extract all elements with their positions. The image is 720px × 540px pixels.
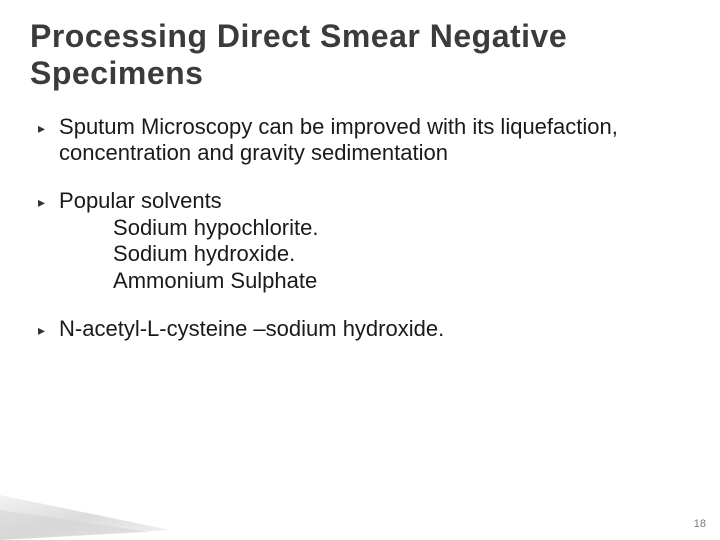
bullet-marker-icon: ▸: [38, 194, 45, 211]
bullet-item: ▸ Popular solvents Sodium hypochlorite. …: [38, 188, 690, 294]
content-area: ▸ Sputum Microscopy can be improved with…: [30, 114, 690, 343]
page-title: Processing Direct Smear Negative Specime…: [30, 18, 690, 92]
bullet-marker-icon: ▸: [38, 120, 45, 137]
bullet-item: ▸ N-acetyl-L-cysteine –sodium hydroxide.: [38, 316, 690, 342]
bullet-sub: Ammonium Sulphate: [59, 268, 318, 294]
bullet-sub: Sodium hydroxide.: [59, 241, 318, 267]
bullet-sub: Sodium hypochlorite.: [59, 215, 318, 241]
page-number: 18: [694, 518, 706, 530]
bullet-item: ▸ Sputum Microscopy can be improved with…: [38, 114, 690, 167]
bullet-text: Sputum Microscopy can be improved with i…: [59, 114, 690, 167]
bullet-text: Popular solvents Sodium hypochlorite. So…: [59, 188, 318, 294]
bullet-lead: Popular solvents: [59, 188, 222, 213]
decorative-wedge: [0, 470, 170, 540]
bullet-text: N-acetyl-L-cysteine –sodium hydroxide.: [59, 316, 444, 342]
slide-container: Processing Direct Smear Negative Specime…: [0, 0, 720, 540]
bullet-marker-icon: ▸: [38, 322, 45, 339]
